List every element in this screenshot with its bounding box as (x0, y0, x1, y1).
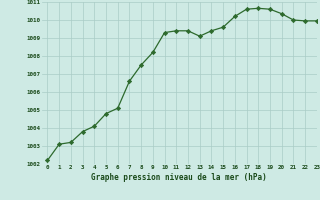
X-axis label: Graphe pression niveau de la mer (hPa): Graphe pression niveau de la mer (hPa) (91, 173, 267, 182)
